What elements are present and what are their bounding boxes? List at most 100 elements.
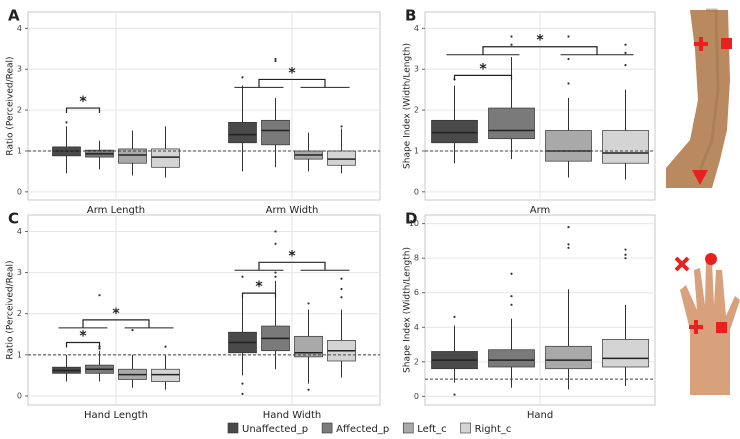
outlier [274, 57, 277, 61]
x-tick-label: Arm Length [87, 205, 145, 216]
x-tick-label: Hand Length [84, 410, 148, 421]
bracket [65, 341, 101, 348]
outlier [624, 248, 627, 251]
outlier [510, 35, 513, 38]
outlier [274, 242, 277, 245]
outlier [510, 272, 513, 275]
box [602, 130, 649, 164]
y-tick-label: 1 [17, 146, 22, 155]
y-tick-label: 4 [17, 227, 22, 236]
outlier [624, 253, 627, 256]
significance-star: * [79, 94, 87, 110]
bracket [482, 46, 598, 55]
outlier [567, 35, 570, 38]
outlier [241, 382, 244, 385]
x-tick-label: Hand Width [263, 410, 322, 421]
box [488, 107, 535, 140]
significance-star: * [255, 279, 263, 295]
box [228, 121, 257, 144]
outlier [624, 257, 627, 260]
outlier [241, 275, 244, 278]
significance-star: * [288, 65, 296, 81]
bracket [258, 261, 326, 271]
outlier [340, 277, 343, 280]
outlier [274, 271, 277, 274]
outlier [98, 294, 101, 297]
legend-swatch [460, 422, 471, 434]
y-tick-label: 3 [17, 65, 22, 74]
outlier [567, 246, 570, 249]
outlier [307, 388, 310, 391]
box [151, 368, 180, 382]
y-axis-title: Ratio (Perceived/Real) [6, 56, 16, 155]
plot-background [27, 11, 381, 201]
y-axis-title: Shape Index (Width/Length) [403, 247, 413, 373]
bracket [82, 319, 150, 328]
y-tick-label: 10 [409, 219, 419, 228]
outlier [241, 76, 244, 79]
panel-label: D [405, 210, 417, 228]
significance-star: * [112, 306, 120, 322]
outlier [164, 345, 167, 348]
y-tick-label: 2 [17, 106, 22, 115]
outlier [567, 225, 570, 229]
x-tick-label: Arm Width [266, 205, 319, 216]
box [294, 335, 323, 358]
box [431, 119, 478, 144]
outlier [131, 329, 134, 332]
outlier [510, 295, 513, 298]
y-tick-label: 3 [17, 268, 22, 277]
outlier [241, 392, 244, 395]
outlier [65, 121, 68, 124]
box [602, 339, 649, 368]
y-tick-label: 8 [414, 254, 419, 263]
outlier [98, 347, 101, 350]
y-tick-label: 6 [414, 288, 419, 297]
outlier [510, 303, 513, 306]
y-tick-label: 2 [414, 357, 419, 366]
y-tick-label: 0 [414, 187, 419, 196]
significance-star: * [288, 248, 296, 264]
legend-swatch [402, 422, 414, 434]
outlier [274, 59, 277, 63]
bracket [453, 74, 513, 81]
y-axis-title: Shape Index (Width/Length) [403, 43, 413, 169]
significance-star: * [79, 328, 87, 344]
box [545, 345, 592, 370]
outlier [624, 64, 627, 67]
x-tick-label: Hand [527, 410, 553, 421]
box [151, 148, 180, 168]
y-tick-label: 0 [17, 391, 22, 400]
box [118, 148, 147, 164]
box [261, 119, 290, 146]
bracket [241, 292, 277, 299]
outlier [453, 315, 456, 319]
box [545, 130, 592, 162]
legend-swatch [321, 422, 333, 434]
y-tick-label: 2 [17, 309, 22, 318]
outlier [274, 230, 277, 233]
outlier [453, 393, 456, 396]
panel-label: B [405, 7, 416, 25]
y-tick-label: 2 [414, 106, 419, 115]
box [327, 150, 356, 166]
outlier [307, 302, 310, 305]
y-tick-label: 4 [414, 323, 419, 332]
y-tick-label: 4 [17, 24, 22, 33]
significance-star: * [479, 61, 487, 77]
outlier [567, 82, 570, 85]
arm-photo [666, 8, 732, 188]
legend-swatch [227, 422, 239, 434]
outlier [624, 43, 627, 46]
hand-photo [674, 253, 740, 395]
outlier [567, 57, 570, 61]
legend-label: Unaffected_p [242, 424, 308, 435]
y-tick-label: 1 [17, 350, 22, 359]
significance-star: * [536, 33, 544, 49]
y-tick-label: 0 [17, 187, 22, 196]
legend-label: Affected_p [336, 424, 389, 435]
y-tick-label: 4 [414, 24, 419, 33]
y-tick-label: 3 [414, 65, 419, 74]
outlier [274, 275, 277, 278]
